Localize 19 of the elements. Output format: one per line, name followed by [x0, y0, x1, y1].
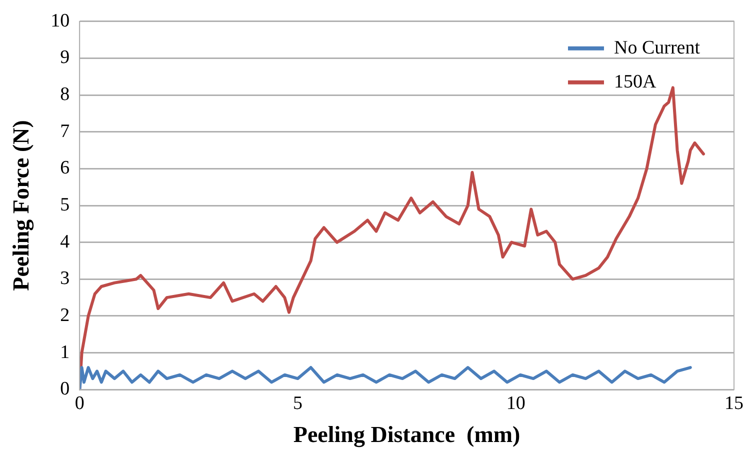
- y-tick-label: 6: [60, 158, 70, 179]
- x-tick-label: 10: [506, 392, 526, 414]
- y-tick-label: 2: [60, 304, 70, 326]
- y-tick-label: 8: [60, 84, 70, 106]
- y-tick-label: 10: [50, 10, 70, 32]
- legend-label: No Current: [614, 37, 701, 58]
- x-tick-label: 5: [292, 392, 302, 414]
- y-tick-label: 0: [60, 378, 70, 400]
- y-tick-label: 4: [60, 231, 70, 252]
- x-axis-title: Peeling Distance (mm): [293, 422, 520, 448]
- x-tick-label: 15: [724, 392, 744, 414]
- y-tick-label: 7: [60, 120, 70, 142]
- x-tick-label: 0: [74, 392, 84, 414]
- y-tick-label: 1: [60, 342, 70, 363]
- y-tick-label: 3: [60, 268, 70, 290]
- y-tick-label: 9: [60, 47, 70, 68]
- legend-label: 150A: [614, 71, 656, 92]
- y-tick-label: 5: [60, 194, 70, 216]
- y-axis-title: Peeling Force (N): [8, 120, 35, 291]
